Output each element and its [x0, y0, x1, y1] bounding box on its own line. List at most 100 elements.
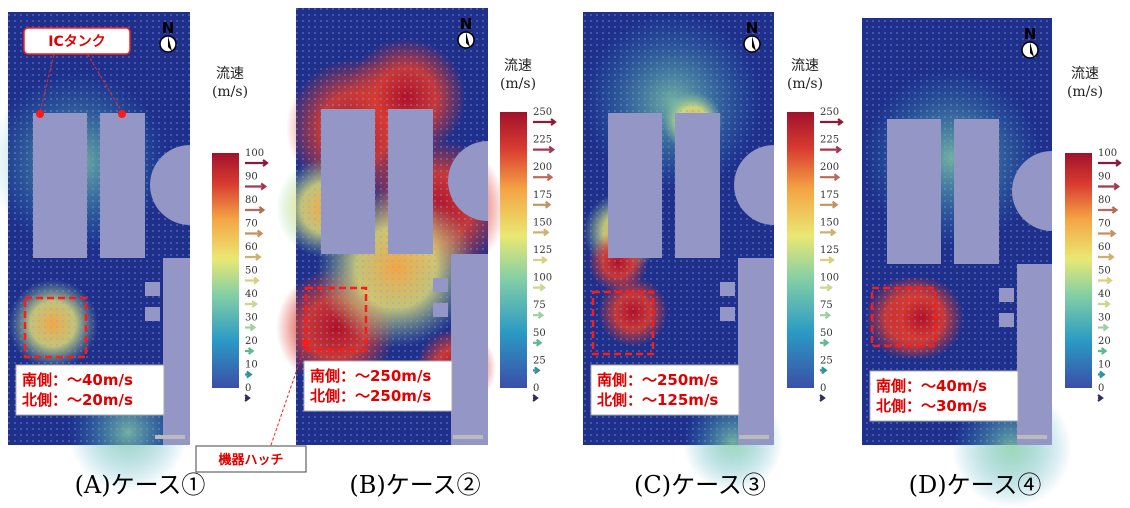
caption: (A)ケース① [75, 471, 206, 499]
tank-label: ICタンク [48, 34, 105, 50]
note-box [590, 364, 740, 416]
colorbar-tick: 10 [245, 360, 258, 371]
colorbar-tick: 60 [1098, 242, 1111, 253]
caption: (D)ケース④ [909, 471, 1042, 499]
tank [388, 109, 433, 254]
legend-arrow [820, 173, 841, 182]
colorbar-tick: 70 [245, 219, 258, 230]
colorbar-tick: 175 [533, 190, 552, 201]
legend-title: 流速 [1071, 66, 1099, 82]
colorbar-tick: 100 [820, 273, 839, 284]
panel: 南側：～250m/s北側：～125m/sN流速(m/s)250225200175… [583, 12, 844, 499]
legend-arrow [820, 256, 835, 264]
north-icon [1030, 42, 1034, 57]
legend-arrow [533, 200, 552, 209]
colorbar-tick: 150 [820, 217, 839, 228]
legend-arrow [820, 228, 837, 237]
legend-unit: (m/s) [500, 76, 536, 92]
colorbar-tick: 175 [820, 190, 839, 201]
colorbar-tick: 0 [820, 383, 826, 394]
legend-arrow [533, 118, 557, 126]
leader-dot [302, 339, 310, 347]
building [734, 145, 774, 225]
legend-arrow [1098, 323, 1110, 332]
legend-arrow [1098, 253, 1115, 261]
colorbar-tick: 250 [533, 107, 552, 118]
legend-arrow [533, 256, 548, 264]
colorbar [787, 112, 814, 388]
legend-arrow [533, 283, 547, 292]
colorbar-tick: 0 [245, 383, 251, 394]
colorbar-tick: 60 [245, 242, 258, 253]
building [163, 258, 190, 445]
scale-bar [739, 435, 769, 439]
legend-arrow [1098, 229, 1117, 238]
panel: 南側：～40m/s北側：～20m/sN流速(m/s)10090807060504… [0, 12, 269, 499]
building [999, 313, 1014, 327]
leader [84, 49, 123, 113]
building [999, 288, 1014, 302]
note: 南側：～40m/s [22, 371, 133, 389]
colorbar [1065, 153, 1092, 388]
building [1012, 151, 1052, 231]
colorbar-tick: 20 [1098, 336, 1111, 347]
colorbar-tick: 20 [245, 336, 258, 347]
north-label: N [1024, 25, 1037, 43]
colorbar-tick: 30 [1098, 313, 1111, 324]
legend-arrow [820, 311, 832, 320]
tank [321, 109, 375, 254]
colorbar-tick: 225 [533, 135, 552, 146]
tank [608, 113, 662, 258]
tank [887, 119, 941, 264]
legend-arrow [245, 276, 260, 285]
hatch-callout: 機器ハッチ [195, 339, 310, 473]
leader [269, 342, 307, 449]
north-icon [752, 36, 756, 51]
legend-title: 流速 [216, 66, 244, 82]
colorbar-tick: 90 [1098, 172, 1111, 183]
colorbar-tick: 25 [820, 355, 833, 366]
tank [33, 113, 87, 258]
tank [675, 113, 720, 258]
colorbar-tick: 50 [820, 328, 833, 339]
legend-arrow [245, 323, 257, 332]
legend-arrow [245, 300, 259, 308]
tank [100, 113, 145, 258]
caption: (B)ケース② [349, 471, 480, 499]
legend-unit: (m/s) [1067, 84, 1103, 100]
note-box [303, 360, 453, 412]
colorbar-tick: 90 [245, 172, 258, 183]
legend-arrow [1098, 347, 1108, 355]
north-icon [466, 32, 470, 47]
colorbar-tick: 80 [1098, 195, 1111, 206]
colorbar-tick: 100 [533, 273, 552, 284]
scale-bar [155, 435, 185, 439]
colorbar-tick: 250 [820, 107, 839, 118]
hatch-box [304, 286, 368, 352]
building [720, 307, 735, 321]
hatch-label: 機器ハッチ [218, 452, 283, 468]
legend-arrow [245, 253, 262, 261]
legend-arrow [820, 283, 834, 292]
building [451, 254, 488, 445]
colorbar-tick: 40 [245, 289, 258, 300]
note: 南側：～250m/s [310, 367, 431, 385]
legend-unit: (m/s) [212, 84, 248, 100]
legend-arrow [245, 159, 269, 167]
note: 南側：～250m/s [597, 371, 718, 389]
colorbar-tick: 125 [820, 245, 839, 256]
colorbar-tick: 75 [533, 300, 546, 311]
hatch-box [23, 296, 88, 359]
tank-callout: ICタンク [23, 27, 131, 118]
colorbar-tick: 100 [245, 148, 264, 159]
colorbar-tick: 200 [533, 162, 552, 173]
legend-arrow [244, 394, 251, 402]
colorbar-tick: 30 [245, 313, 258, 324]
colorbar-tick: 200 [820, 162, 839, 173]
note-box [869, 370, 1019, 422]
label-box [23, 27, 131, 55]
building [145, 307, 160, 321]
legend-arrow [533, 366, 541, 375]
colorbar-tick: 80 [245, 195, 258, 206]
